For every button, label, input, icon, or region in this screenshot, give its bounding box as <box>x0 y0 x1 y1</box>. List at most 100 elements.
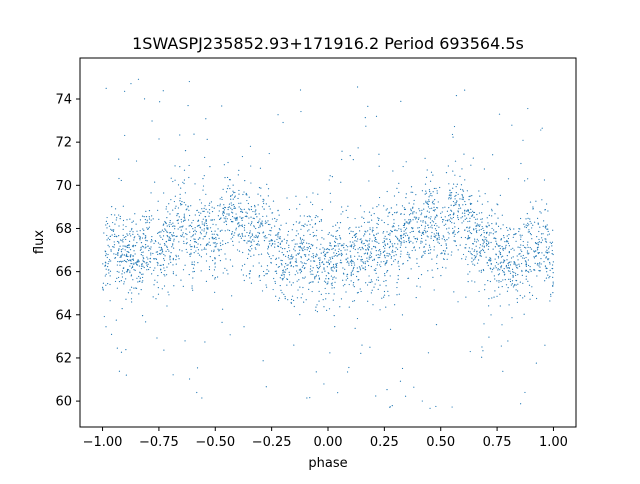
data-point <box>130 262 132 265</box>
data-point <box>442 207 444 209</box>
data-point <box>509 280 512 283</box>
data-point <box>393 222 395 224</box>
data-point <box>368 240 370 242</box>
data-point <box>105 284 107 286</box>
data-point <box>529 292 531 294</box>
data-point <box>434 199 436 201</box>
data-point <box>483 229 485 232</box>
data-point <box>434 209 436 211</box>
data-point <box>364 263 366 265</box>
data-point <box>210 219 212 221</box>
data-point <box>488 241 490 243</box>
data-point <box>479 224 481 226</box>
data-point <box>440 212 442 214</box>
data-point <box>484 251 486 253</box>
data-point <box>410 268 412 270</box>
data-point <box>171 234 173 236</box>
data-point <box>147 263 149 265</box>
data-point <box>413 386 415 388</box>
data-point <box>511 268 514 270</box>
data-point <box>221 229 223 231</box>
data-point <box>295 235 297 237</box>
data-point <box>172 222 174 224</box>
data-point <box>494 213 496 215</box>
data-point <box>457 301 459 303</box>
data-point <box>469 217 471 219</box>
data-point <box>408 255 410 257</box>
data-point <box>128 240 131 242</box>
data-point <box>403 223 406 225</box>
data-point <box>435 229 437 232</box>
data-point <box>329 244 331 246</box>
data-point <box>205 118 207 120</box>
data-point <box>450 210 453 212</box>
data-point <box>143 261 146 263</box>
data-point <box>405 246 407 248</box>
data-point <box>450 194 452 196</box>
data-point <box>172 235 174 237</box>
data-point <box>106 239 108 241</box>
data-point <box>518 263 520 265</box>
data-point <box>266 252 269 254</box>
data-point <box>507 270 510 272</box>
data-point <box>500 256 503 258</box>
data-point <box>478 190 480 192</box>
data-point <box>117 253 119 255</box>
data-point <box>226 213 228 215</box>
data-point <box>335 245 337 247</box>
data-point <box>349 155 351 157</box>
data-point <box>204 205 206 207</box>
data-point <box>145 210 147 212</box>
data-point <box>122 245 124 247</box>
data-point <box>508 267 511 269</box>
data-point <box>540 241 542 244</box>
data-point <box>214 262 216 264</box>
data-point <box>391 405 393 407</box>
data-point <box>145 246 147 248</box>
data-point <box>320 252 322 254</box>
data-point <box>418 226 420 229</box>
data-point <box>539 211 541 213</box>
data-point <box>514 263 516 265</box>
data-point <box>185 209 187 211</box>
data-point <box>318 257 320 259</box>
data-point <box>299 237 302 239</box>
data-point <box>318 220 321 223</box>
data-point <box>252 265 254 267</box>
data-point <box>146 256 148 258</box>
data-point <box>157 253 159 256</box>
data-point <box>242 274 244 276</box>
data-point <box>455 94 458 97</box>
data-point <box>372 304 374 306</box>
data-point <box>488 259 490 261</box>
data-point <box>497 217 499 219</box>
data-point <box>379 284 381 286</box>
data-point <box>339 243 341 245</box>
data-point <box>244 224 246 227</box>
data-point <box>361 258 363 261</box>
data-point <box>221 105 223 107</box>
data-point <box>422 221 424 223</box>
data-point <box>108 272 110 274</box>
data-point <box>540 263 542 265</box>
data-point <box>137 259 139 261</box>
data-point <box>498 286 500 288</box>
data-point <box>208 204 210 206</box>
data-point <box>155 298 157 300</box>
data-point <box>350 273 352 275</box>
data-point <box>397 278 399 280</box>
data-point <box>360 238 362 240</box>
data-point <box>440 244 442 247</box>
data-point <box>203 247 206 249</box>
data-point <box>336 222 339 224</box>
data-point <box>551 253 553 255</box>
data-point <box>531 238 533 240</box>
data-point <box>483 241 485 243</box>
data-point <box>364 266 366 268</box>
data-point <box>180 204 182 206</box>
data-point <box>522 139 524 141</box>
data-point <box>298 269 300 271</box>
data-point <box>322 299 324 301</box>
data-point <box>513 263 515 265</box>
data-point <box>469 271 471 273</box>
